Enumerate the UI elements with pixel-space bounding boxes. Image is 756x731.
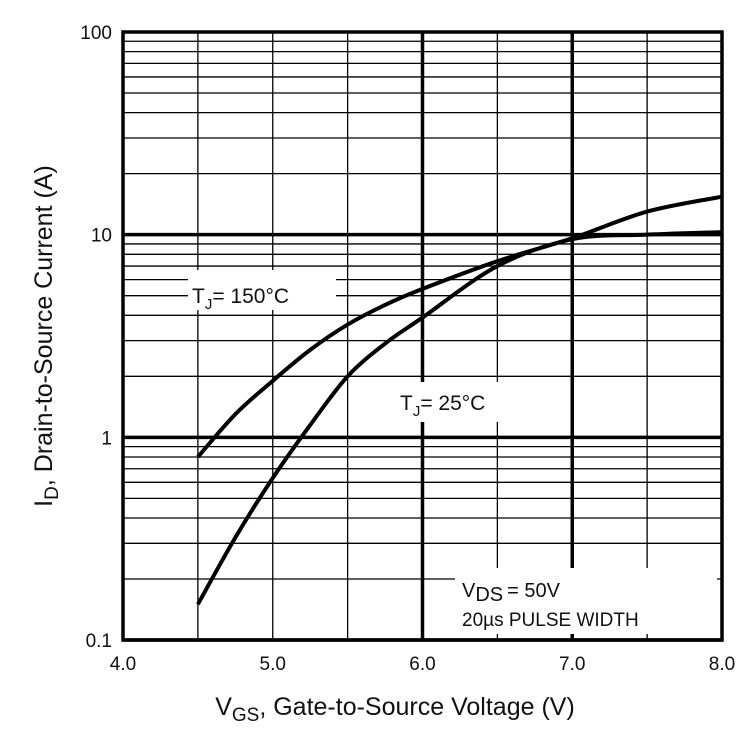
- conditions-annotation: VDS = 50V 20µs PULSE WIDTH: [455, 568, 717, 634]
- grid: [121, 30, 724, 642]
- vds-sub: DS: [475, 584, 503, 606]
- svg-text:TJ= 150°C: TJ= 150°C: [192, 285, 289, 313]
- x-tick-label: 6.0: [409, 654, 435, 675]
- x-tick-label: 7.0: [559, 654, 585, 675]
- vds-rest: = 50V: [507, 580, 560, 602]
- y-tick-label: 10: [91, 226, 112, 247]
- curve-150c: [196, 194, 723, 459]
- label-25c-rest: = 25°C: [420, 392, 485, 415]
- label-150c-rest: = 150°C: [212, 285, 289, 308]
- x-tick-label: 8.0: [709, 654, 735, 675]
- label-25c: TJ= 25°C: [396, 382, 526, 422]
- x-tick-label: 5.0: [260, 654, 286, 675]
- svg-text:TJ= 25°C: TJ= 25°C: [400, 392, 485, 420]
- curves: [196, 194, 723, 606]
- vds-main: V: [462, 580, 476, 602]
- label-25c-sub: J: [413, 403, 421, 420]
- label-25c-main: T: [400, 392, 413, 415]
- label-150c-sub: J: [205, 296, 213, 313]
- curve-25c: [196, 230, 723, 606]
- labels: 4.0 5.0 6.0 7.0 8.0 0.1 1 10 100: [80, 23, 735, 675]
- x-axis-label: VGS, Gate-to-Source Voltage (V): [215, 693, 575, 726]
- x-tick-label: 4.0: [110, 654, 136, 675]
- y-axis-label: ID, Drain-to-Source Current (A): [30, 165, 63, 507]
- y-tick-label: 1: [101, 428, 112, 449]
- label-150c: TJ= 150°C: [188, 270, 336, 313]
- label-150c-main: T: [192, 285, 205, 308]
- pulse-width: 20µs PULSE WIDTH: [462, 610, 639, 631]
- svg-text:VDS= 50V: VDS = 50V: [462, 580, 561, 606]
- plot-frame: [121, 30, 724, 642]
- y-tick-label: 0.1: [86, 631, 112, 652]
- y-tick-label: 100: [80, 23, 112, 44]
